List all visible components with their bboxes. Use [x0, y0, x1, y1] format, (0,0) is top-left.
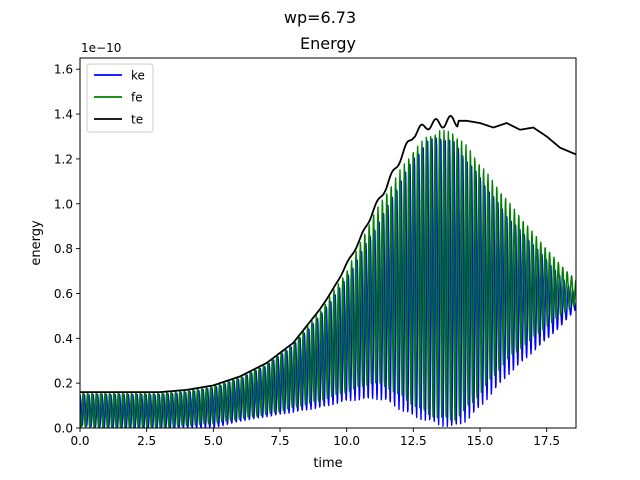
y-offset-text: 1e−10 [81, 41, 121, 55]
x-tick-label: 0.0 [70, 434, 89, 448]
legend-label-ke: ke [131, 69, 145, 83]
x-tick-label: 5.0 [204, 434, 223, 448]
y-tick-label: 1.2 [54, 152, 73, 166]
series-line-te [80, 114, 576, 394]
y-tick-label: 1.4 [54, 108, 73, 122]
x-tick-label: 2.5 [137, 434, 156, 448]
chart-title: Energy [300, 34, 356, 53]
y-tick-label: 0.4 [54, 332, 73, 346]
y-axis-label: energy [29, 220, 44, 266]
series-line-fe [80, 129, 576, 428]
legend-box [86, 63, 154, 133]
x-axis-label: time [313, 456, 342, 471]
legend: ke fe te [86, 63, 154, 133]
legend-label-fe: fe [131, 91, 143, 105]
chart-suptitle: wp=6.73 [284, 8, 356, 27]
y-tick-label: 0.0 [54, 422, 73, 436]
plot-frame [79, 57, 577, 429]
y-tick-label: 0.6 [54, 287, 73, 301]
y-tick-label: 1.0 [54, 197, 73, 211]
y-tick-label: 0.8 [54, 242, 73, 256]
y-tick-label: 0.2 [54, 377, 73, 391]
x-tick-label: 15.0 [467, 434, 494, 448]
x-tick-label: 12.5 [400, 434, 427, 448]
x-tick-label: 17.5 [533, 434, 560, 448]
legend-label-te: te [131, 113, 143, 127]
x-tick-label: 10.0 [333, 434, 360, 448]
y-tick-label: 1.6 [54, 63, 73, 77]
x-tick-label: 7.5 [270, 434, 289, 448]
